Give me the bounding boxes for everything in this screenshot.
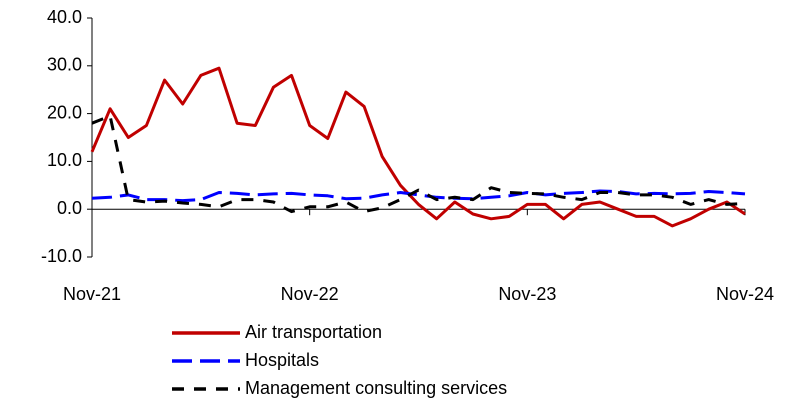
x-tick-label: Nov-23 — [498, 284, 556, 304]
y-tick-label: 0.0 — [57, 198, 82, 218]
x-tick-label: Nov-22 — [281, 284, 339, 304]
line-series — [91, 114, 746, 214]
y-tick-label: 30.0 — [47, 55, 82, 75]
x-tick-label: Nov-21 — [63, 284, 121, 304]
y-tick-label: 10.0 — [47, 150, 82, 170]
x-tick-label: Nov-24 — [716, 284, 774, 304]
legend-label: Hospitals — [245, 350, 319, 370]
legend-label: Air transportation — [245, 322, 382, 342]
legend-label: Management consulting services — [245, 378, 507, 398]
y-tick-label: 40.0 — [47, 7, 82, 27]
line-series — [90, 66, 746, 228]
y-tick-label: -10.0 — [41, 246, 82, 266]
line-series — [91, 189, 746, 203]
y-tick-label: 20.0 — [47, 102, 82, 122]
